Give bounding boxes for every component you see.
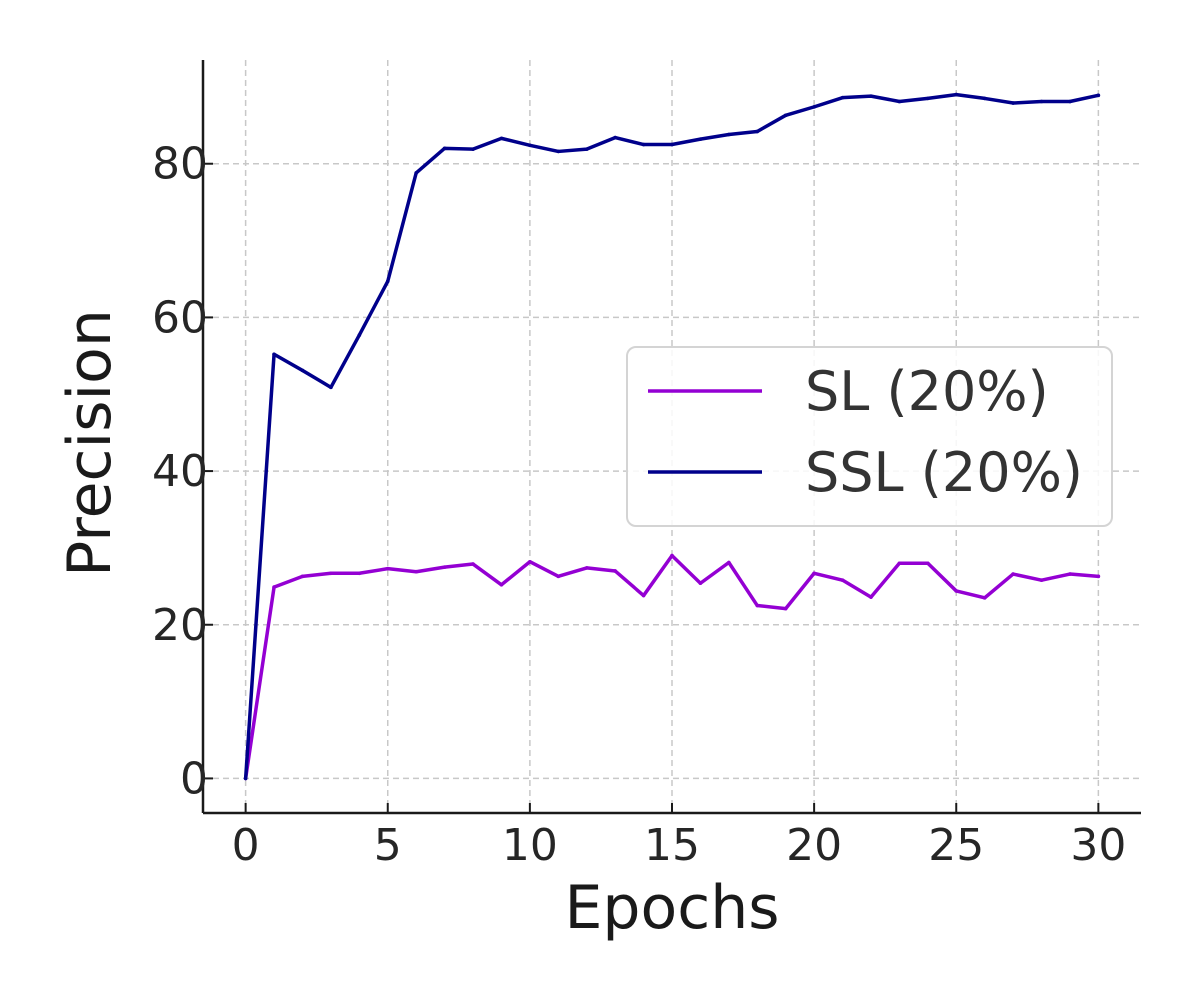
series-1-point bbox=[471, 562, 475, 566]
series-1-point bbox=[698, 581, 703, 586]
series-2-point bbox=[897, 99, 902, 104]
y-tick-label: 20 bbox=[152, 600, 208, 651]
series-1-point bbox=[613, 569, 617, 573]
series-2-point bbox=[499, 136, 504, 141]
y-tick-label: 40 bbox=[152, 446, 208, 497]
series-1-point bbox=[982, 596, 987, 600]
series-1-point bbox=[1039, 578, 1044, 582]
series-1-point bbox=[414, 569, 418, 574]
series-2-point bbox=[528, 143, 532, 148]
series-1-point bbox=[641, 593, 646, 598]
series-2-point bbox=[243, 776, 248, 781]
x-tick-label: 30 bbox=[1070, 820, 1126, 871]
legend-label: SL (20%) bbox=[805, 360, 1049, 423]
series-1-point bbox=[556, 574, 561, 579]
series-layer bbox=[243, 92, 1101, 781]
series-2-point bbox=[670, 142, 674, 147]
series-2-point bbox=[727, 132, 731, 137]
series-2-point bbox=[357, 333, 362, 337]
series-1-point bbox=[869, 595, 873, 599]
series-2-point bbox=[442, 146, 447, 151]
series-1-point bbox=[584, 566, 589, 570]
x-tick-label: 20 bbox=[786, 820, 842, 871]
series-2-point bbox=[812, 105, 816, 109]
series-1-point bbox=[926, 561, 930, 566]
series-2-point bbox=[556, 149, 561, 154]
series-1-point bbox=[1096, 574, 1101, 579]
series-1-point bbox=[897, 561, 902, 566]
x-tick-label: 0 bbox=[232, 820, 260, 871]
y-tick-label: 0 bbox=[180, 753, 208, 804]
series-1-point bbox=[954, 589, 959, 593]
series-1-point bbox=[1068, 572, 1072, 576]
legend-label: SSL (20%) bbox=[805, 441, 1083, 504]
y-tick-label: 60 bbox=[152, 292, 208, 343]
series-2-point bbox=[1096, 93, 1101, 98]
series-1-point bbox=[357, 571, 362, 576]
series-2-point bbox=[329, 385, 333, 390]
series-1-point bbox=[755, 603, 760, 608]
x-tick-label: 15 bbox=[644, 820, 700, 871]
x-axis-ticks: 0 5 10 15 20 25 30 bbox=[232, 803, 1126, 871]
series-2-point bbox=[755, 129, 760, 134]
series-2-point bbox=[613, 135, 617, 140]
series-2-point bbox=[783, 113, 788, 118]
series-2-point bbox=[926, 96, 930, 101]
x-axis-title: Epochs bbox=[565, 873, 780, 943]
series-2-point bbox=[414, 171, 418, 175]
x-tick-label: 5 bbox=[374, 820, 402, 871]
series-2-point bbox=[641, 142, 646, 147]
series-1-point bbox=[528, 559, 532, 564]
y-axis-title: Precision bbox=[55, 309, 125, 577]
series-1 bbox=[243, 553, 1101, 781]
series-1-point bbox=[300, 574, 305, 579]
series-2-point bbox=[869, 94, 873, 98]
series-1-point bbox=[385, 566, 390, 571]
series-2-point bbox=[272, 352, 276, 357]
series-1-point bbox=[442, 565, 447, 569]
series-2-point bbox=[698, 137, 703, 141]
series-1-point bbox=[812, 571, 816, 576]
legend: SL (20%) SSL (20%) bbox=[626, 346, 1113, 527]
series-2 bbox=[243, 92, 1101, 781]
series-1-point bbox=[499, 582, 504, 587]
series-1-point bbox=[272, 585, 276, 589]
series-2-point bbox=[1068, 99, 1072, 104]
x-tick-label: 10 bbox=[502, 820, 558, 871]
y-tick-label: 80 bbox=[152, 139, 208, 190]
series-2-point bbox=[471, 147, 475, 151]
x-tick-label: 25 bbox=[928, 820, 984, 871]
series-1-point bbox=[670, 553, 674, 558]
series-1-point bbox=[1011, 572, 1015, 576]
series-1-point bbox=[329, 571, 333, 576]
series-1-point bbox=[840, 578, 845, 582]
series-2-point bbox=[300, 368, 305, 373]
series-2-point bbox=[1011, 101, 1015, 105]
series-2-point bbox=[840, 95, 845, 100]
series-2-point bbox=[584, 147, 589, 151]
series-2-point bbox=[982, 96, 987, 101]
series-1-point bbox=[727, 560, 731, 565]
series-1-point bbox=[783, 606, 788, 611]
series-2-point bbox=[385, 279, 390, 284]
series-2-point bbox=[954, 92, 959, 97]
series-2-point bbox=[1039, 99, 1044, 104]
y-axis-ticks: 0 20 40 60 80 bbox=[152, 139, 213, 804]
